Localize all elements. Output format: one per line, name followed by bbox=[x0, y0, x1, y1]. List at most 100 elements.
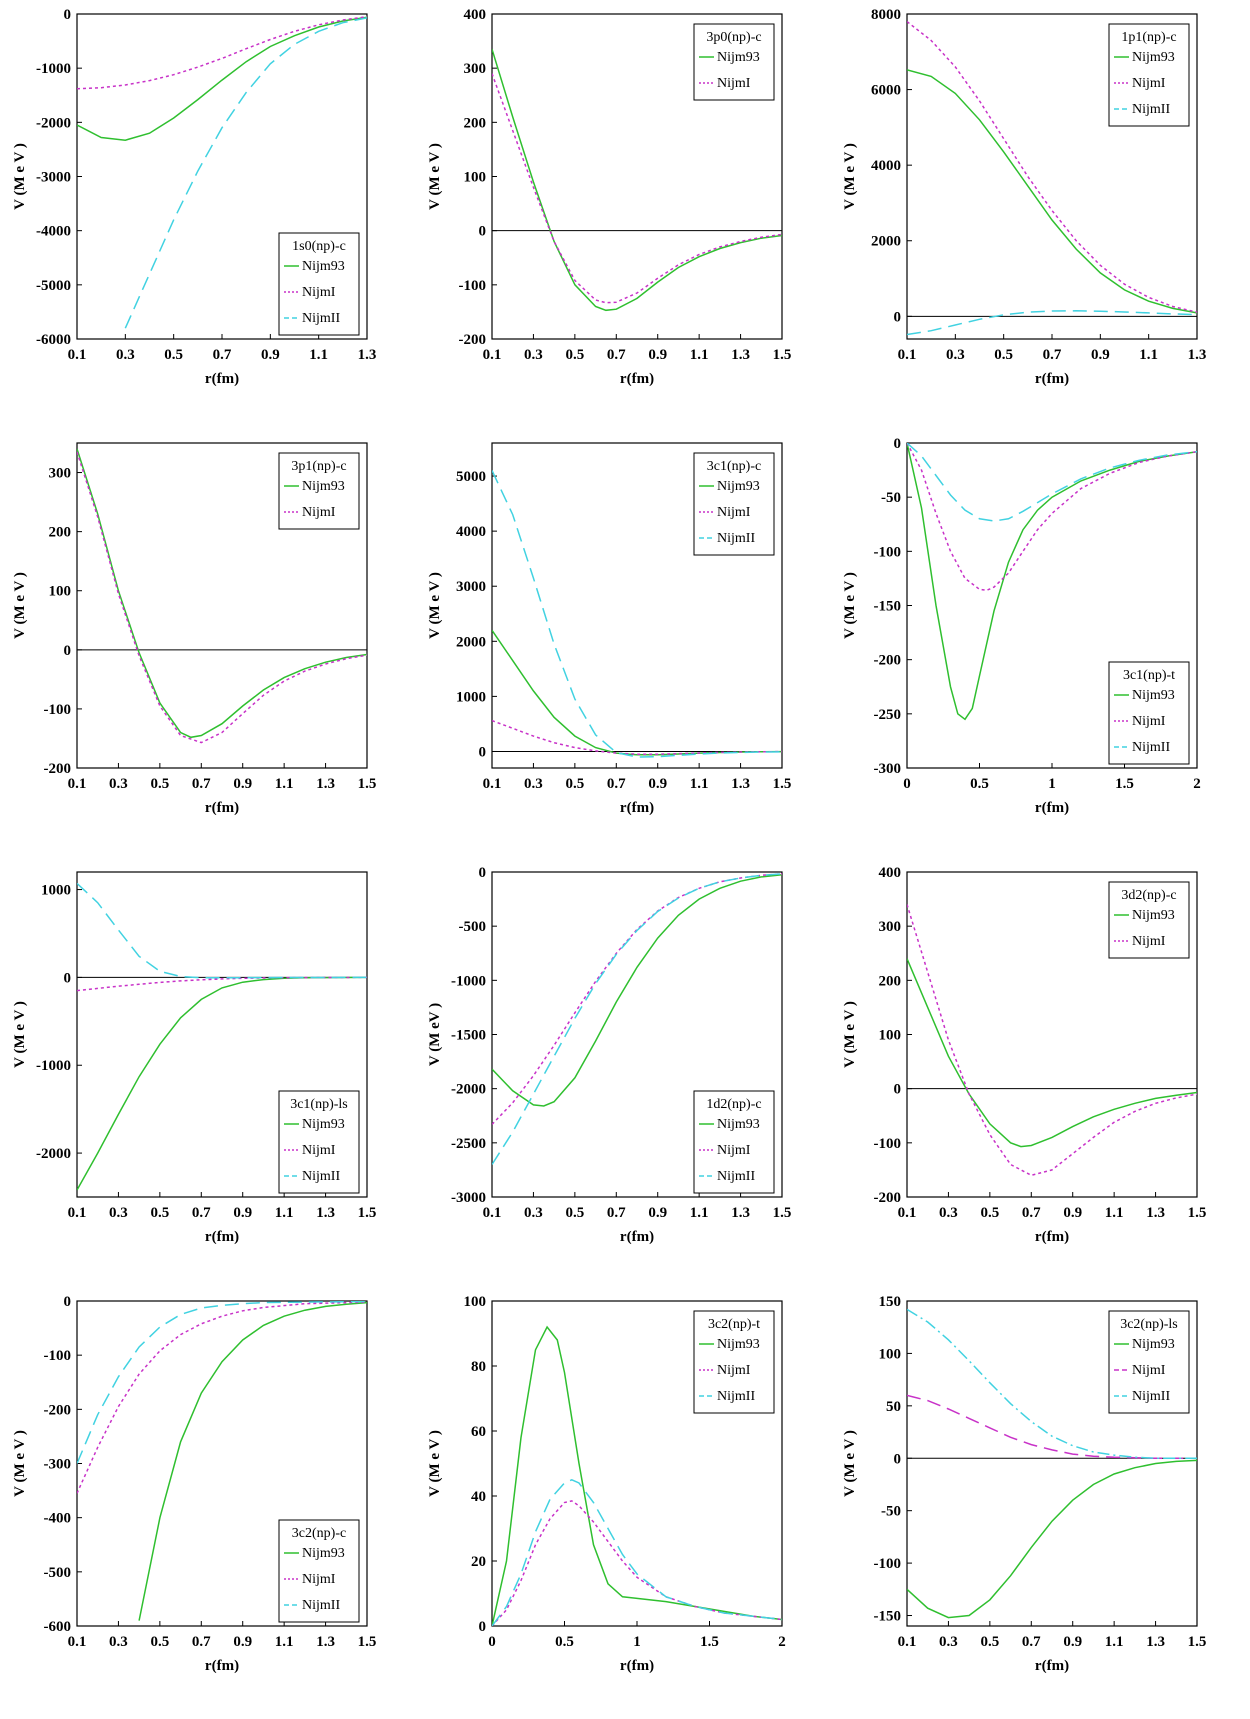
series-line-nijm93 bbox=[907, 1459, 1197, 1619]
x-tick-label: 0.3 bbox=[109, 1634, 128, 1650]
chart-panel: 0 0.5 1 1.5 2 0 -50 -100 -150 -200 -250 -300 r(fm) V … bbox=[832, 431, 1242, 861]
x-axis-label: r(fm) bbox=[1035, 800, 1069, 816]
legend-title: 3d2(np)-c bbox=[1121, 888, 1176, 903]
x-tick-label: 1.1 bbox=[275, 776, 294, 792]
y-tick-label: 60 bbox=[471, 1424, 486, 1440]
x-tick-label: 1.1 bbox=[690, 1205, 709, 1221]
x-tick-label: 0.3 bbox=[939, 1205, 958, 1221]
chart-svg: 0.1 0.3 0.5 0.7 0.9 1.1 1.3 0 -1000 -2000 -3000 -40… bbox=[12, 7, 376, 387]
y-tick-label: -400 bbox=[44, 1511, 72, 1527]
x-tick-label: 0.5 bbox=[565, 776, 584, 792]
x-tick-label: 0.1 bbox=[898, 1205, 917, 1221]
x-tick-label: 1.5 bbox=[773, 347, 792, 363]
x-tick-label: 0.7 bbox=[607, 347, 626, 363]
x-tick-label: 0.5 bbox=[980, 1205, 999, 1221]
chart-svg: 0.1 0.3 0.5 0.7 0.9 1.1 1.3 1.5 400 300 200 100 0 -10… bbox=[427, 7, 792, 387]
y-tick-label: 100 bbox=[879, 1346, 902, 1362]
x-tick-label: 1.3 bbox=[316, 1634, 335, 1650]
y-tick-label: 4000 bbox=[456, 524, 486, 540]
y-tick-label: 0 bbox=[894, 436, 902, 452]
series-line-nijm93 bbox=[492, 873, 782, 1107]
legend-entry: NijmII bbox=[717, 531, 755, 546]
x-axis-label: r(fm) bbox=[1035, 371, 1069, 387]
x-tick-label: 0.3 bbox=[116, 347, 135, 363]
legend-entry: NijmI bbox=[302, 505, 336, 520]
series-line-nijmi bbox=[907, 21, 1197, 313]
legend-entry: Nijm93 bbox=[1132, 1337, 1175, 1352]
x-tick-label: 0.3 bbox=[109, 776, 128, 792]
legend-entry: Nijm93 bbox=[717, 1117, 760, 1132]
x-tick-label: 0.9 bbox=[233, 1634, 252, 1650]
chart-panel: 0.1 0.3 0.5 0.7 0.9 1.1 1.3 0 -1000 -2000 -3000 -40… bbox=[2, 2, 412, 432]
x-tick-label: 0.3 bbox=[939, 1634, 958, 1650]
series-line-nijm93 bbox=[77, 16, 367, 141]
chart-svg: 0.1 0.3 0.5 0.7 0.9 1.1 1.3 1.5 1000 0 -1000 -2000 r… bbox=[12, 871, 376, 1245]
legend-entry: NijmI bbox=[1132, 714, 1166, 729]
series-line-nijmi bbox=[492, 73, 782, 304]
x-tick-label: 1.1 bbox=[275, 1634, 294, 1650]
series-line-nijmii bbox=[492, 470, 782, 758]
y-tick-label: -100 bbox=[44, 1348, 72, 1364]
y-tick-label: 1000 bbox=[456, 689, 486, 705]
y-tick-label: -200 bbox=[459, 332, 487, 348]
y-tick-label: -500 bbox=[459, 919, 487, 935]
x-axis-label: r(fm) bbox=[205, 1229, 239, 1245]
y-tick-label: 0 bbox=[894, 1451, 902, 1467]
series-line-nijm93 bbox=[77, 448, 367, 739]
x-tick-label: 1.5 bbox=[1115, 776, 1134, 792]
x-tick-label: 0.7 bbox=[192, 776, 211, 792]
legend-box bbox=[278, 452, 360, 530]
y-axis-label: V (M e V ) bbox=[427, 143, 443, 210]
x-tick-label: 1.1 bbox=[309, 347, 328, 363]
legend-entry: NijmII bbox=[302, 311, 340, 326]
y-tick-label: 400 bbox=[464, 7, 487, 23]
y-tick-label: 6000 bbox=[871, 83, 901, 99]
x-tick-label: 1.5 bbox=[1188, 1205, 1207, 1221]
chart-panel: 0.1 0.3 0.5 0.7 0.9 1.1 1.3 1.5 300 200 100 0 -100 -2… bbox=[2, 431, 412, 861]
x-tick-label: 1.1 bbox=[690, 776, 709, 792]
plot-frame bbox=[491, 442, 783, 769]
legend-title: 3c1(np)-ls bbox=[290, 1097, 348, 1112]
series-line-nijmi bbox=[77, 451, 367, 744]
x-tick-label: 0.7 bbox=[607, 1205, 626, 1221]
legend-entry: NijmI bbox=[1132, 934, 1166, 949]
x-tick-label: 0.9 bbox=[648, 776, 667, 792]
y-tick-label: -100 bbox=[874, 544, 902, 560]
legend-entry: NijmI bbox=[717, 1143, 751, 1158]
chart-svg: 0.1 0.3 0.5 0.7 0.9 1.1 1.3 1.5 0 -500 -1000 -1500 -… bbox=[427, 865, 792, 1245]
x-tick-label: 1.5 bbox=[773, 1205, 792, 1221]
chart-panel: 0.1 0.3 0.5 0.7 0.9 1.1 1.3 1.5 150 100 50 0 -50 -100… bbox=[832, 1289, 1242, 1719]
y-tick-label: 0 bbox=[479, 744, 487, 760]
legend-title: 1p1(np)-c bbox=[1121, 30, 1176, 45]
chart-svg: 0.1 0.3 0.5 0.7 0.9 1.1 1.3 1.5 0 -100 -200 -300 -40… bbox=[12, 1294, 376, 1674]
y-tick-label: 0 bbox=[64, 970, 72, 986]
legend-title: 3c1(np)-t bbox=[1123, 668, 1175, 683]
x-tick-label: 1.5 bbox=[700, 1634, 719, 1650]
y-tick-label: 300 bbox=[464, 61, 487, 77]
x-tick-label: 1.3 bbox=[1188, 347, 1207, 363]
y-tick-label: 300 bbox=[879, 919, 902, 935]
y-tick-label: -150 bbox=[874, 1609, 902, 1625]
x-tick-label: 0.1 bbox=[483, 776, 502, 792]
legend-entry: NijmII bbox=[302, 1598, 340, 1613]
y-tick-label: -250 bbox=[874, 707, 902, 723]
y-tick-label: 0 bbox=[479, 1619, 487, 1635]
series-line-nijm93 bbox=[907, 443, 1197, 721]
y-axis-label: V (M e V ) bbox=[12, 143, 28, 210]
x-axis-label: r(fm) bbox=[205, 1658, 239, 1674]
x-tick-label: 0.7 bbox=[1022, 1205, 1041, 1221]
series-line-nijmi bbox=[907, 1394, 1197, 1460]
legend-title: 3c2(np)-c bbox=[292, 1526, 346, 1541]
legend-entry: NijmII bbox=[717, 1169, 755, 1184]
legend-entry: NijmI bbox=[1132, 76, 1166, 91]
legend-entry: NijmII bbox=[1132, 740, 1170, 755]
y-axis-label: V (M e V ) bbox=[427, 572, 443, 639]
y-axis-label: V (M e V ) bbox=[12, 1430, 28, 1497]
x-tick-label: 0.5 bbox=[150, 1634, 169, 1650]
x-tick-label: 0.1 bbox=[898, 347, 917, 363]
legend-entry: NijmI bbox=[302, 1572, 336, 1587]
y-tick-label: 2000 bbox=[871, 234, 901, 250]
legend-entry: Nijm93 bbox=[717, 50, 760, 65]
x-tick-label: 0.7 bbox=[607, 776, 626, 792]
y-tick-label: 4000 bbox=[871, 158, 901, 174]
